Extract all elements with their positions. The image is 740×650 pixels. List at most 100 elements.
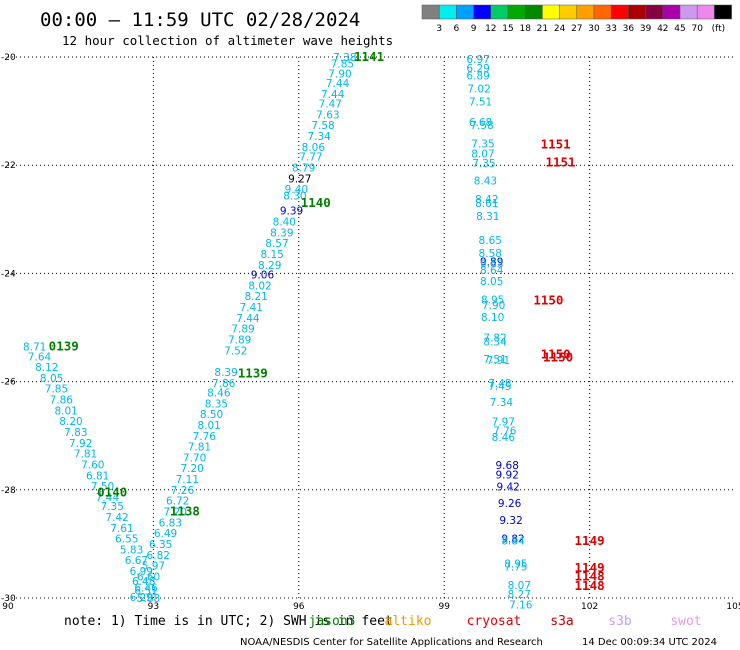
wave-height-value: 7.47 (319, 99, 342, 111)
wave-height-value: 6.55 (115, 534, 138, 546)
wave-height-value: 7.83 (64, 427, 87, 439)
wave-height-value: 8.46 (207, 388, 231, 400)
wave-height-value: 6.68 (469, 117, 492, 129)
wave-height-value: 8.07 (471, 148, 494, 160)
wave-height-value: 8.84 (501, 536, 525, 548)
colorbar-tick-label: 27 (571, 24, 582, 34)
wave-height-value: 7.64 (28, 351, 52, 363)
wave-height-value: 8.71 (23, 342, 46, 354)
y-tick-label: -26 (1, 378, 16, 388)
wave-height-value: 7.61 (110, 523, 133, 535)
wave-height-value: 9.27 (288, 173, 311, 185)
wave-height-value: 7.90 (482, 300, 505, 312)
wave-height-value: 9.06 (251, 270, 275, 282)
y-tick-label: -28 (1, 486, 16, 496)
wave-height-value: 9.82 (501, 534, 524, 546)
colorbar-tick-label: 70 (691, 24, 703, 34)
wave-height-value: 7.48 (488, 378, 511, 390)
satellite-legend-altiko: altiko (385, 614, 432, 629)
wave-height-value: 7.34 (490, 397, 514, 409)
x-tick-label: 102 (581, 602, 598, 612)
x-tick-label: 99 (438, 602, 450, 612)
satellite-legend: jason3 altiko cryosat s3a s3b swot (309, 614, 702, 629)
colorbar-swatch (559, 4, 578, 20)
pass-label: 1151 (545, 154, 575, 169)
wave-height-value: 8.42 (475, 194, 498, 206)
axes: 90 93 96 99 102 105 -20 -22 -24 -26 -28 -30 (1, 53, 740, 612)
pass-label: 1138 (170, 503, 200, 518)
wave-height-value: 7.44 (236, 313, 260, 325)
wave-height-value: 7.77 (299, 152, 322, 164)
wave-height-value: 7.92 (69, 438, 92, 450)
wave-height-value: 7.44 (96, 492, 120, 504)
wave-height-value: 8.29 (258, 260, 281, 272)
wave-height-value: 8.40 (273, 217, 296, 229)
colorbar-tick-label: 39 (640, 24, 652, 34)
wave-height-value: 7.60 (81, 459, 104, 471)
wave-height-value: 8.35 (205, 398, 228, 410)
pass-label: 1140 (301, 195, 331, 210)
colorbar-tick-label: 6 (454, 24, 460, 34)
x-tick-label: 105 (726, 602, 740, 612)
chart-subtitle: 12 hour collection of altimeter wave hei… (62, 33, 393, 48)
wave-height-value: 8.10 (481, 312, 504, 324)
wave-height-value: 7.26 (171, 485, 195, 497)
colorbar-tick-label: 9 (471, 24, 477, 34)
colorbar-swatch (542, 4, 560, 20)
y-tick-label: -24 (1, 269, 16, 279)
pass-label: 1150 (543, 349, 573, 364)
wave-height-value: 6.51 (134, 586, 157, 598)
wave-height-value: 7.63 (316, 109, 339, 121)
wave-height-value: 9.92 (496, 470, 519, 482)
colorbar-tick-label: 42 (657, 24, 668, 34)
wave-height-value: 7.86 (212, 378, 236, 390)
wave-height-value: 7.91 (487, 355, 510, 367)
generated-timestamp: 14 Dec 00:09:34 UTC 2024 (582, 637, 717, 648)
wave-height-value: 9.68 (496, 460, 519, 472)
wave-height-value: 7.42 (105, 512, 128, 524)
wave-height-value: 8.34 (483, 337, 507, 349)
pass-label: 0140 (97, 485, 127, 500)
wave-height-value: 8.57 (265, 238, 288, 250)
wave-height-value: 7.89 (231, 324, 254, 336)
wave-height-value: 7.97 (492, 417, 515, 429)
wave-height-value: 7.38 (333, 52, 356, 64)
colorbar-swatch (696, 4, 715, 20)
wave-height-value: 6.97 (466, 54, 489, 66)
wave-height-value: 5.97 (142, 561, 165, 573)
wave-height-value: 8.65 (479, 235, 502, 247)
wave-height-value: 7.35 (471, 139, 494, 151)
wave-height-value: 6.35 (149, 539, 172, 551)
wave-height-value: 7.70 (183, 452, 206, 464)
wave-height-value: 8.43 (474, 175, 497, 187)
wave-height-value: 8.02 (248, 280, 271, 292)
wave-height-value: 7.90 (328, 68, 351, 80)
wave-height-value: 8.05 (40, 373, 63, 385)
y-tick-label: -22 (1, 161, 16, 171)
colorbar-tick-label: 12 (485, 24, 496, 34)
wave-height-value: 7.45 (488, 381, 511, 393)
wave-height-value: 7.89 (228, 334, 251, 346)
wave-height-value: 6.81 (86, 470, 109, 482)
colorbar-swatch (524, 4, 543, 20)
colorbar-swatch (456, 4, 474, 20)
wave-height-value: 6.83 (159, 517, 182, 529)
wave-height-value: 7.50 (91, 481, 114, 493)
wave-height-value: 7.20 (180, 463, 203, 475)
x-tick-label: 93 (148, 602, 159, 612)
y-tick-label: -30 (1, 594, 16, 604)
x-tick-label: 90 (2, 602, 14, 612)
colorbar-swatch (421, 4, 440, 20)
wave-height-value: 8.06 (302, 142, 326, 154)
wave-height-value: 8.31 (476, 211, 499, 223)
colorbar-tick-label: 15 (502, 24, 513, 34)
wave-height-value: 7.86 (50, 395, 74, 407)
pass-label: 1150 (533, 292, 563, 307)
pass-label: 0139 (49, 338, 79, 353)
colorbar-unit: (ft) (712, 24, 726, 34)
satellite-legend-swot: swot (670, 614, 701, 629)
colorbar-tick-label: 33 (605, 24, 616, 34)
wave-height-value: 8.27 (508, 589, 531, 601)
wave-height-value: 7.76 (493, 425, 517, 437)
